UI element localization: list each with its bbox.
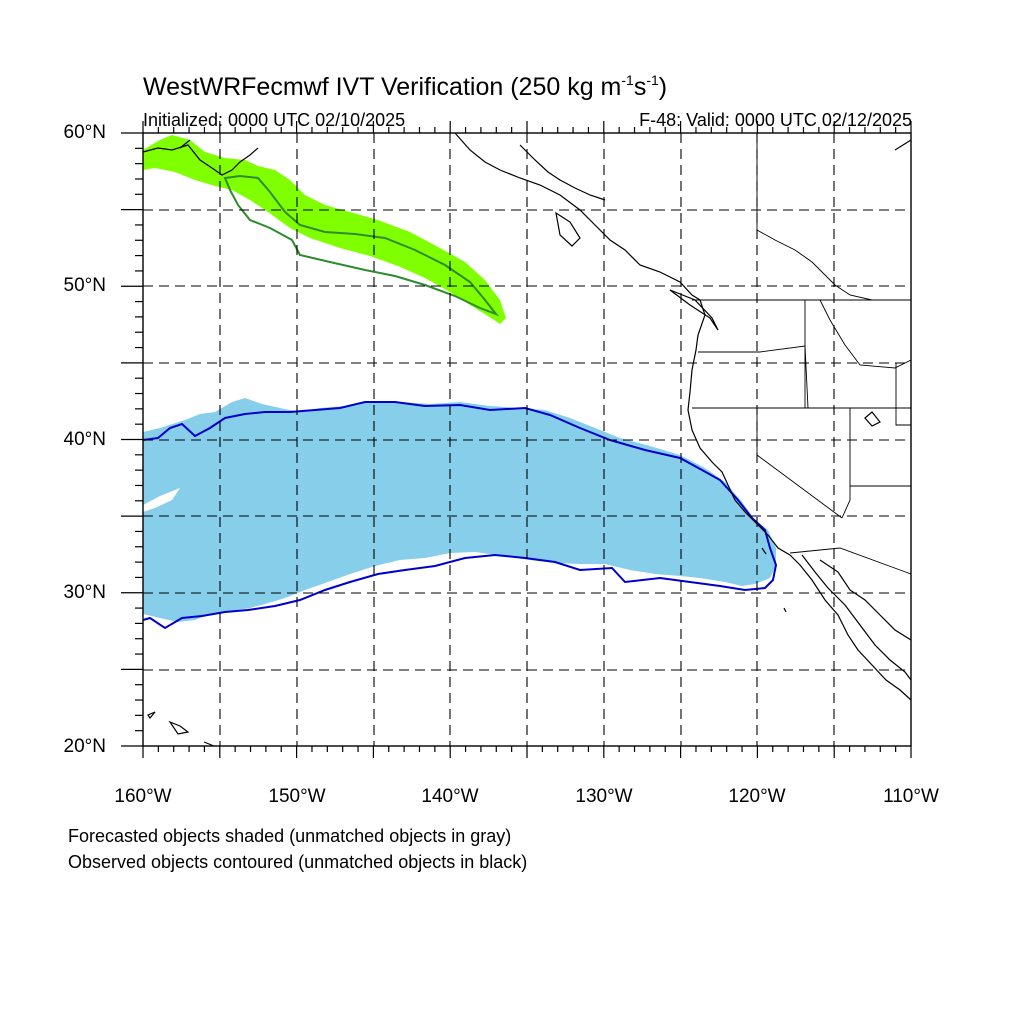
forecast-object-south	[143, 398, 776, 622]
lat-label-50n: 50°N	[63, 275, 106, 296]
observed-object-south	[142, 401, 778, 630]
lon-label-130w: 130°W	[575, 786, 633, 807]
caption-forecast: Forecasted objects shaded (unmatched obj…	[68, 826, 512, 846]
lat-label-30n: 30°N	[63, 582, 106, 603]
forecast-object-north	[143, 135, 506, 324]
initialized-time: Initialized: 0000 UTC 02/10/2025	[143, 110, 406, 130]
lon-label-110w: 110°W	[883, 786, 939, 807]
caption-observed: Observed objects contoured (unmatched ob…	[68, 852, 528, 872]
lon-label-120w: 120°W	[728, 786, 786, 807]
valid-time: F-48: Valid: 0000 UTC 02/12/2025	[639, 110, 912, 130]
lat-label-60n: 60°N	[63, 122, 106, 143]
lon-label-160w: 160°W	[114, 786, 172, 807]
lon-label-140w: 140°W	[421, 786, 479, 807]
tick-marks	[121, 121, 912, 758]
lat-label-20n: 20°N	[63, 736, 106, 757]
forecast-gap-west	[143, 488, 180, 512]
political-borders	[692, 133, 912, 575]
graticule	[143, 133, 911, 746]
coastlines	[142, 132, 912, 747]
chart-title: WestWRFecmwf IVT Verification (250 kg m-…	[143, 72, 668, 101]
lon-label-150w: 150°W	[268, 786, 326, 807]
lat-label-40n: 40°N	[63, 429, 106, 450]
observed-object-north	[223, 174, 499, 317]
